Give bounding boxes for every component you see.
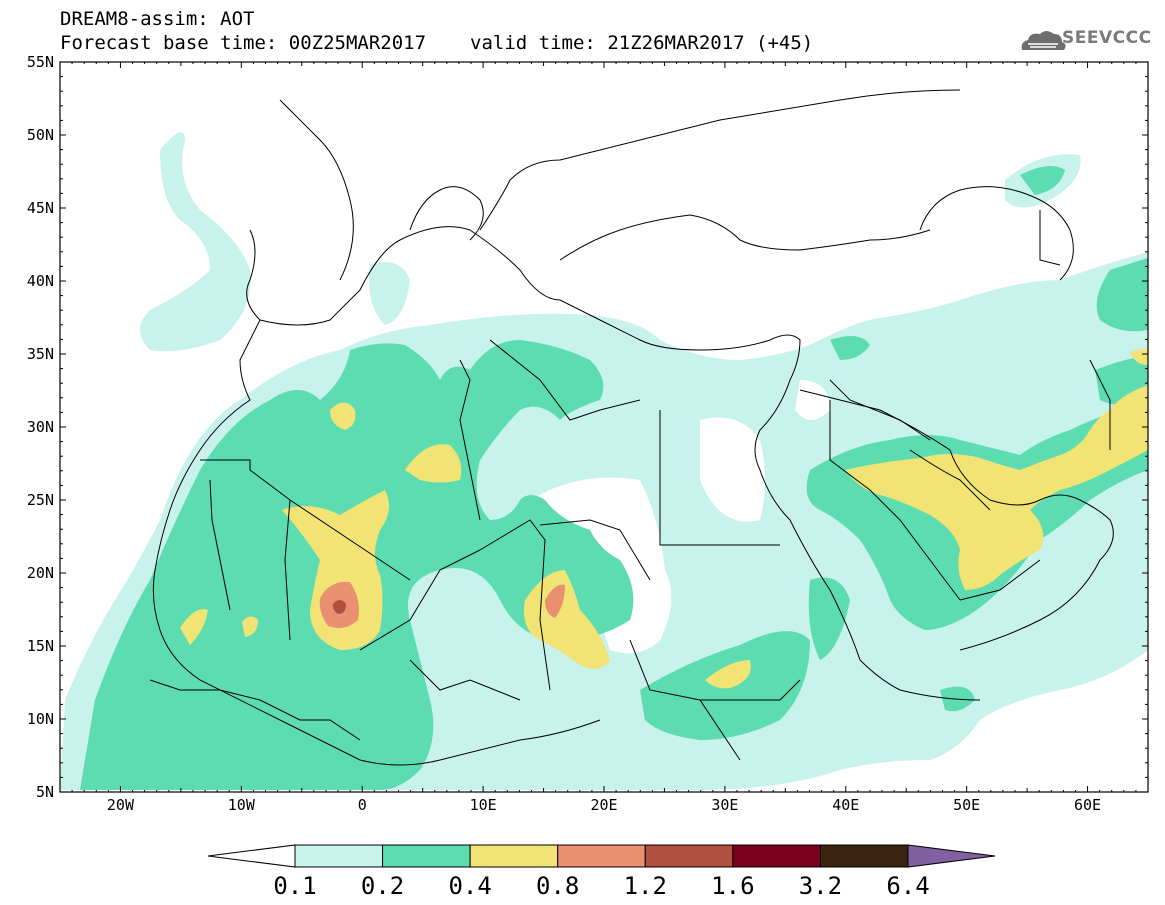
lon-label: 60E <box>1074 796 1101 814</box>
aot-level-1.2 <box>332 600 346 614</box>
lat-label: 10N <box>27 710 54 728</box>
coastlines-borders <box>149 89 1114 766</box>
colorbar-segment <box>469 844 559 868</box>
colorbar-labels: 0.1 0.2 0.4 0.8 1.2 1.6 3.2 6.4 <box>273 872 929 900</box>
valid-time: valid time: 21Z26MAR2017 (+45) <box>470 32 814 54</box>
longitude-axis: 20W 10W 0 10E 20E 30E 40E 50E 60E <box>59 62 1149 814</box>
colorbar-label: 0.4 <box>448 872 491 900</box>
colorbar-segment <box>557 844 646 868</box>
lon-label: 20E <box>590 796 617 814</box>
map-title: DREAM8-assim: AOT <box>60 8 255 30</box>
base-time: Forecast base time: 00Z25MAR2017 <box>60 32 427 54</box>
lat-label: 15N <box>27 637 54 655</box>
colorbar-segment <box>732 844 821 868</box>
colorbar-label: 0.2 <box>361 872 404 900</box>
colorbar-label: 1.6 <box>711 872 754 900</box>
aot-field <box>60 89 1148 790</box>
colorbar <box>207 844 996 868</box>
lat-label: 45N <box>27 199 54 217</box>
latitude-axis: 55N 50N 45N 40N 35N 30N 25N 20N 15N 10N 5N <box>27 53 1148 801</box>
colorbar-label: 1.2 <box>624 872 667 900</box>
colorbar-segment <box>294 844 384 868</box>
colorbar-high-end <box>907 844 996 868</box>
lon-label: 40E <box>832 796 859 814</box>
lon-label: 10W <box>228 796 256 814</box>
colorbar-label: 0.1 <box>273 872 316 900</box>
colorbar-label: 0.8 <box>536 872 579 900</box>
colorbar-segment <box>644 844 734 868</box>
lon-label: 20W <box>107 796 135 814</box>
colorbar-segment <box>382 844 471 868</box>
lon-label: 50E <box>953 796 980 814</box>
lon-label: 10E <box>470 796 497 814</box>
lat-label: 25N <box>27 491 54 509</box>
lat-label: 40N <box>27 272 54 290</box>
lat-label: 5N <box>36 783 54 801</box>
lat-label: 50N <box>27 126 54 144</box>
colorbar-label: 6.4 <box>886 872 929 900</box>
colorbar-label: 3.2 <box>799 872 842 900</box>
forecast-times: Forecast base time: 00Z25MAR2017 valid ti… <box>60 32 813 54</box>
cloud-icon <box>1021 31 1066 50</box>
lat-label: 20N <box>27 564 54 582</box>
lat-label: 35N <box>27 345 54 363</box>
colorbar-low-end <box>207 844 296 868</box>
lon-label: 30E <box>711 796 738 814</box>
logo-text: SEEVCCC <box>1062 28 1152 48</box>
aot-level-0.4 <box>180 348 1148 689</box>
colorbar-segment <box>819 844 909 868</box>
lat-label: 55N <box>27 53 54 71</box>
lat-label: 30N <box>27 418 54 436</box>
lon-label: 0 <box>358 796 367 814</box>
